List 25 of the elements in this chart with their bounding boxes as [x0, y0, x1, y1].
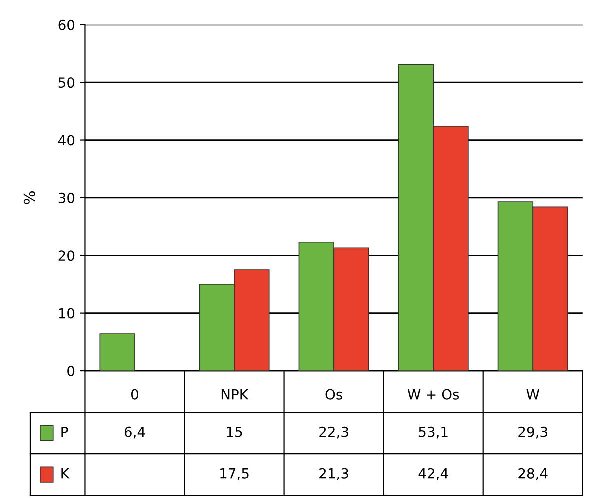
data-label: 15	[227, 427, 242, 438]
data-label: 22,3	[320, 426, 348, 439]
x-tick-label: Os	[326, 389, 342, 400]
legend-label: P	[62, 427, 68, 438]
data-label: 28,4	[518, 468, 548, 480]
y-tick-label: 30	[58, 192, 75, 204]
legend-label: K	[62, 468, 70, 479]
bar	[100, 334, 136, 372]
y-tick-label: 40	[58, 135, 75, 146]
x-tick-label: W	[526, 389, 540, 400]
x-tick-label: W + Os	[408, 389, 460, 400]
y-tick-label: 50	[58, 78, 75, 88]
x-tick-label: 0	[131, 389, 138, 400]
data-label: 17,5	[220, 468, 249, 480]
data-label: 21,3	[320, 468, 348, 480]
x-tick-label: NPK	[222, 389, 249, 400]
data-label: 6,4	[124, 426, 146, 439]
data-label: 29,3	[518, 426, 548, 439]
y-tick-label: 0	[68, 366, 75, 376]
y-tick-label: 10	[59, 308, 75, 319]
data-label: 42,4	[418, 468, 448, 480]
data-label: 53,1	[419, 426, 448, 439]
y-tick-label: 20	[58, 250, 75, 262]
y-axis-title: %	[24, 192, 36, 204]
y-tick-label: 60	[58, 20, 75, 30]
